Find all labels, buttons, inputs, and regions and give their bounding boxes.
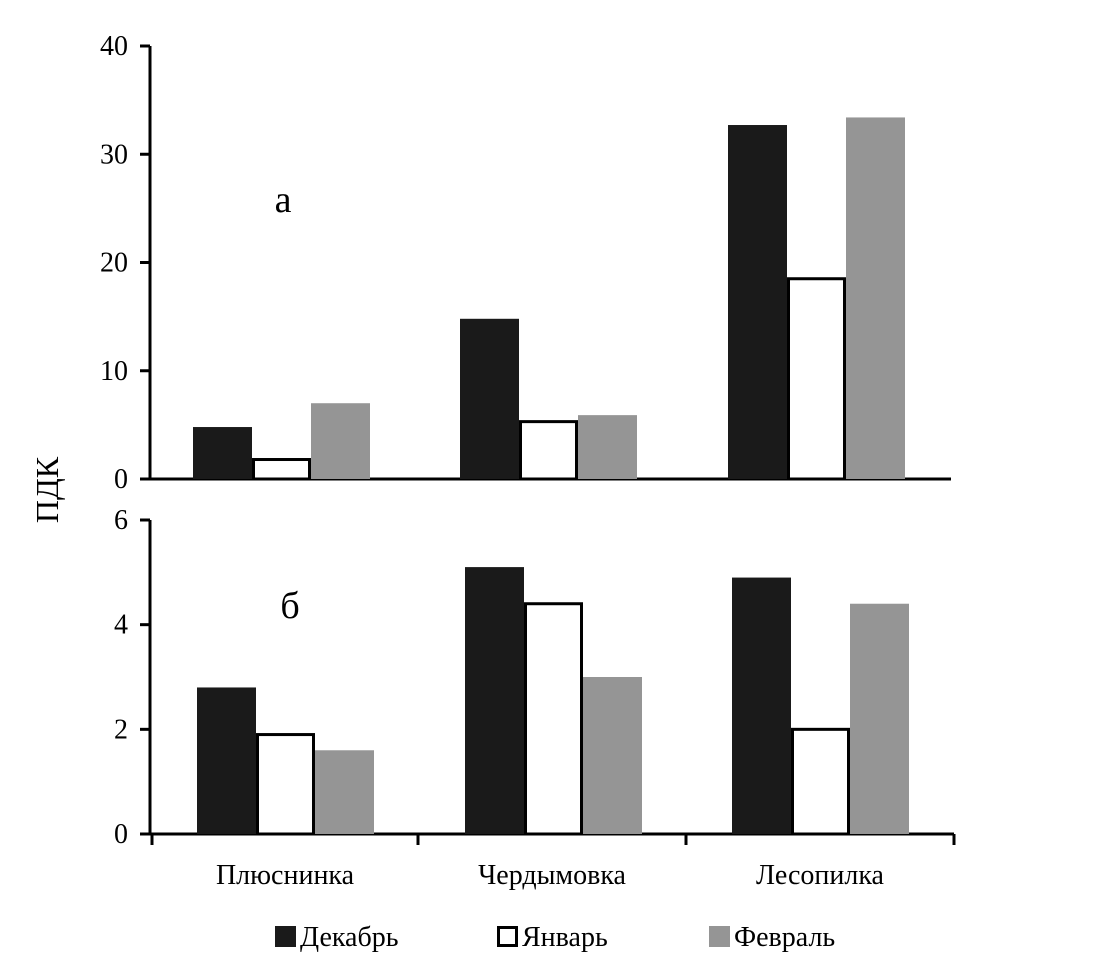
panel-b-label: б <box>280 585 299 627</box>
y-tick-label: 0 <box>114 819 128 850</box>
bar-b-Январь-Чердымовка <box>524 602 583 836</box>
y-axis-label: ПДК <box>29 456 65 523</box>
bar-a-Январь-Плюснинка <box>252 458 311 481</box>
bar-b-Февраль-Лесопилка <box>850 603 909 834</box>
bar-a-Декабрь-Лесопилка <box>728 125 787 480</box>
bar-b-Февраль-Чердымовка <box>583 677 642 834</box>
bar-a-Февраль-Плюснинка <box>311 403 370 479</box>
category-label: Чердымовка <box>478 860 626 891</box>
legend: Декабрь Январь Февраль <box>275 922 835 953</box>
bar-b-Февраль-Плюснинка <box>315 750 374 834</box>
bar-a-Январь-Лесопилка <box>787 277 846 481</box>
y-tick-label: 10 <box>100 356 128 387</box>
panel-a-label: а <box>275 179 292 221</box>
bar-b-Декабрь-Плюснинка <box>197 687 256 834</box>
y-tick-label: 40 <box>100 31 128 62</box>
legend-swatch <box>497 926 518 947</box>
bar-b-Декабрь-Лесопилка <box>732 577 791 834</box>
legend-label: Февраль <box>734 922 835 953</box>
panel-b-y-ticks: 0 2 4 6 <box>114 505 150 850</box>
bar-b-Январь-Плюснинка <box>256 733 315 836</box>
panel-a: а 0 10 20 30 40 <box>100 31 951 495</box>
panel-b: б 0 2 4 6 <box>114 505 954 850</box>
y-tick-label: 4 <box>114 610 128 641</box>
y-tick-label: 20 <box>100 248 128 279</box>
panel-a-bars <box>193 117 905 481</box>
legend-swatch <box>709 926 730 947</box>
y-tick-label: 6 <box>114 505 128 536</box>
y-tick-label: 2 <box>114 714 128 745</box>
legend-label: Декабрь <box>300 922 399 953</box>
y-tick-label: 0 <box>114 464 128 495</box>
bar-a-Январь-Чердымовка <box>519 420 578 481</box>
category-label: Лесопилка <box>756 860 884 891</box>
legend-label: Январь <box>522 922 608 953</box>
bar-b-Декабрь-Чердымовка <box>465 567 524 834</box>
bar-a-Февраль-Лесопилка <box>846 117 905 479</box>
y-tick-label: 30 <box>100 139 128 170</box>
bar-a-Декабрь-Плюснинка <box>193 427 252 479</box>
bar-a-Февраль-Чердымовка <box>578 415 637 479</box>
bar-a-Декабрь-Чердымовка <box>460 318 519 479</box>
x-axis-categories: Плюснинка Чердымовка Лесопилка <box>150 834 956 891</box>
panel-a-y-ticks: 0 10 20 30 40 <box>100 31 150 495</box>
legend-swatch <box>275 926 296 947</box>
panel-b-bars <box>197 567 909 836</box>
bar-b-Январь-Лесопилка <box>791 727 850 836</box>
category-label: Плюснинка <box>216 860 355 891</box>
